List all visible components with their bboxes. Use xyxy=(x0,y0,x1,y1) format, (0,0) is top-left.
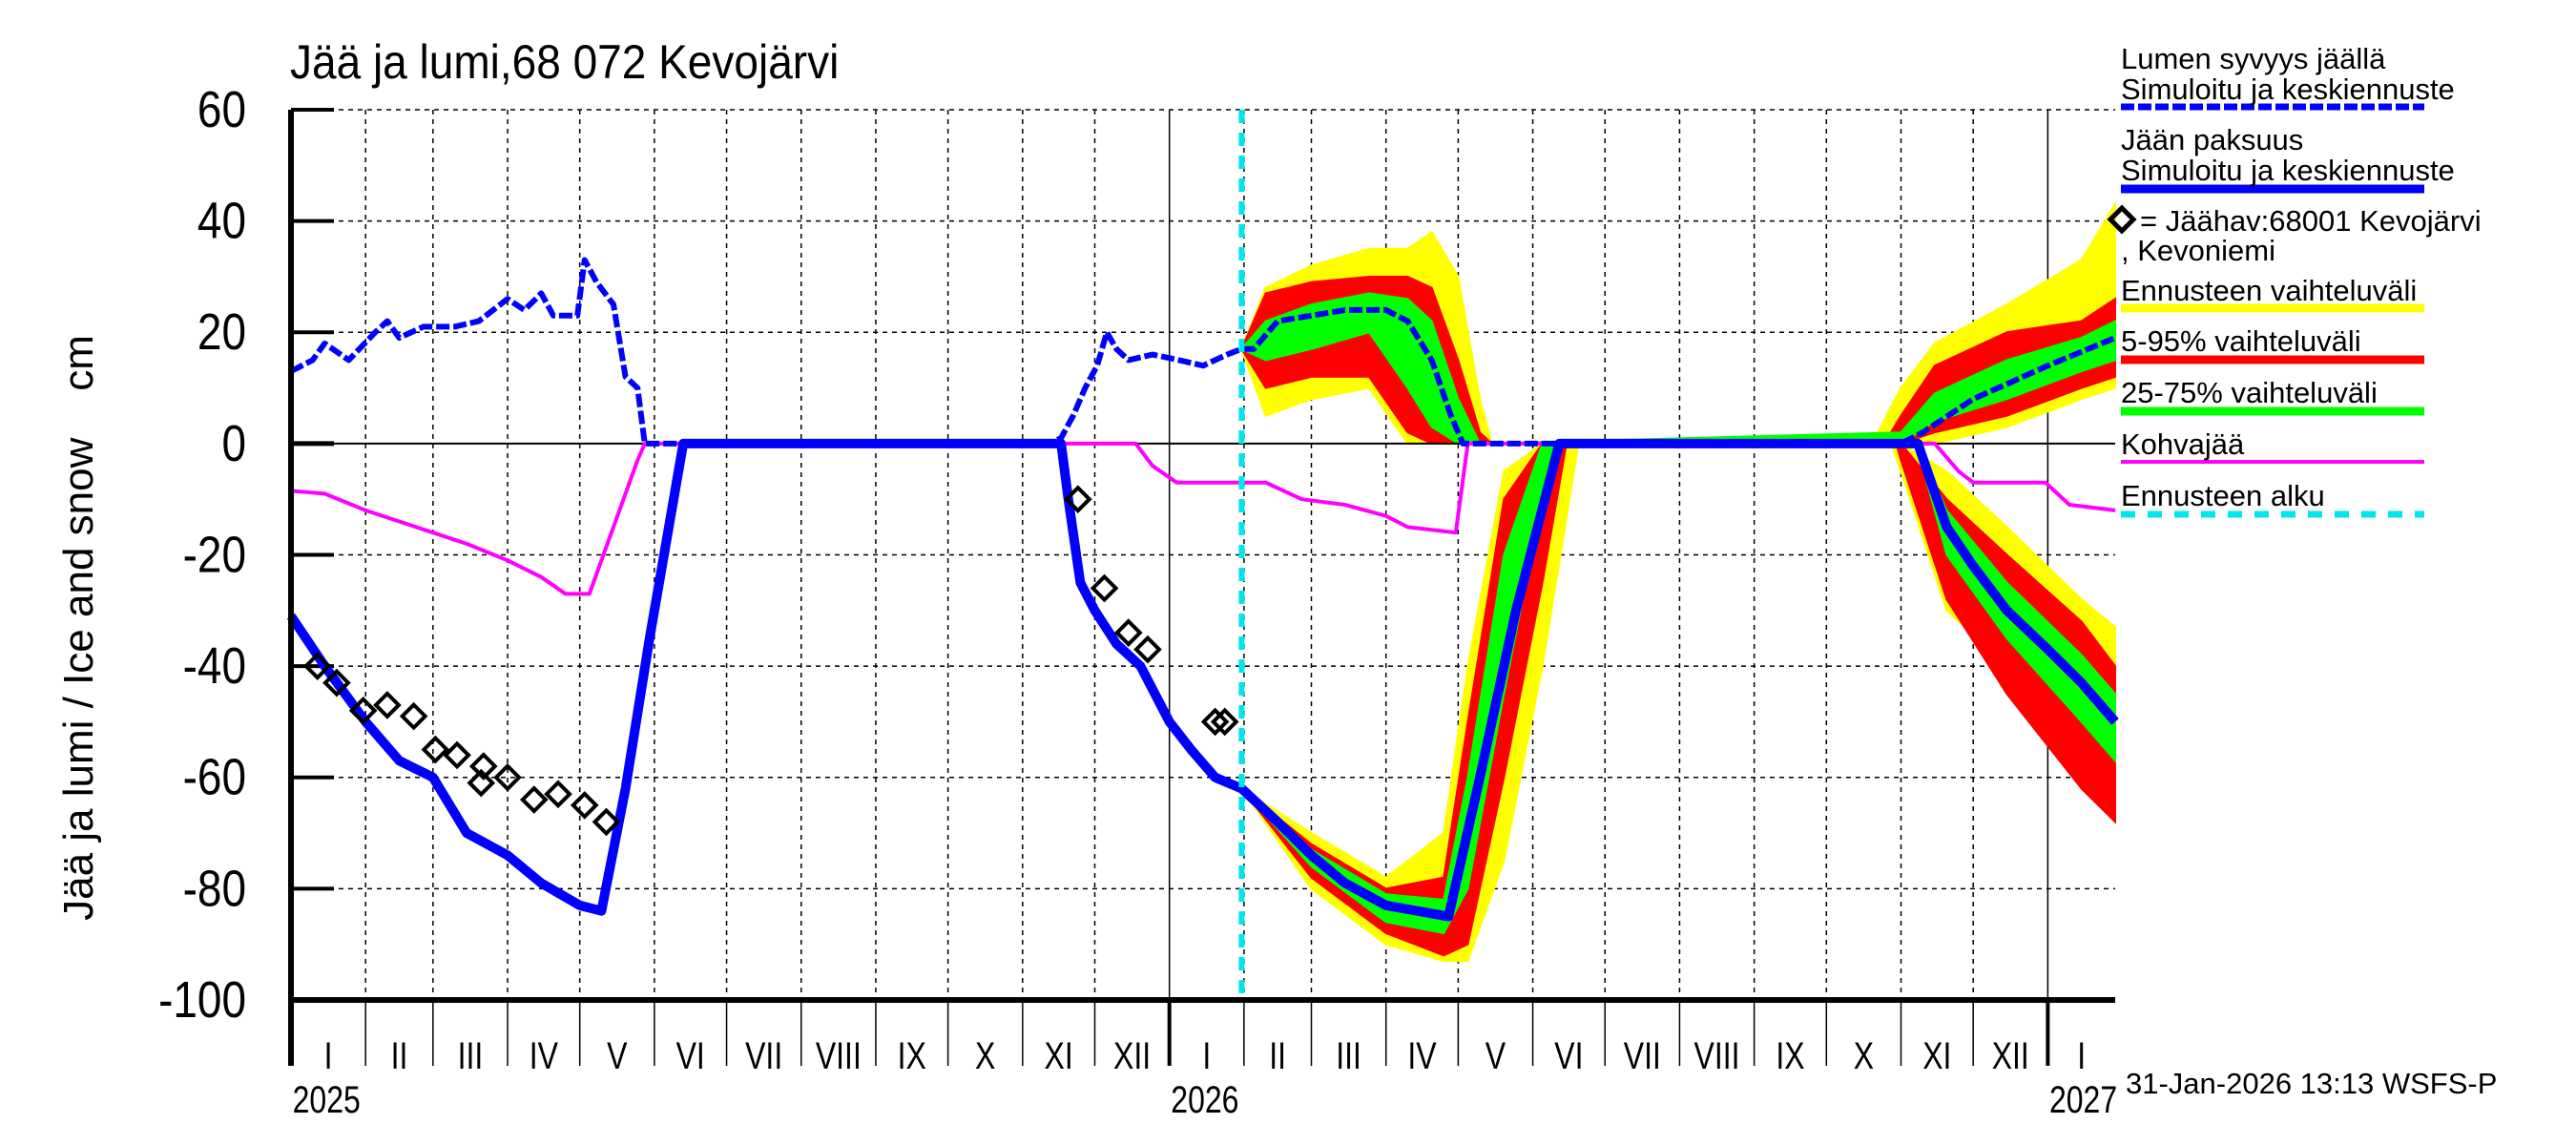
month-label: VI xyxy=(676,1034,705,1077)
y-tick-label: 60 xyxy=(197,81,246,138)
legend-range-25-75: 25-75% vaihteluväli xyxy=(2121,376,2378,409)
y-tick-label: -40 xyxy=(183,637,246,695)
month-label: VII xyxy=(1624,1034,1661,1077)
month-label: V xyxy=(1485,1034,1506,1077)
legend-obs-line1: = Jäähav:68001 Kevojärvi xyxy=(2140,204,2482,238)
observation-marker xyxy=(468,752,498,781)
month-label: I xyxy=(2077,1034,2086,1077)
timestamp: 31-Jan-2026 13:13 WSFS-P xyxy=(2126,1067,2498,1100)
month-label: I xyxy=(1202,1034,1211,1077)
year-label: 2025 xyxy=(293,1078,361,1121)
month-label: X xyxy=(1854,1034,1874,1077)
observation-marker xyxy=(1090,573,1119,603)
month-label: X xyxy=(975,1034,995,1077)
y-tick-label: 20 xyxy=(197,303,246,361)
month-label: II xyxy=(1269,1034,1286,1077)
legend-observation-diamond-icon xyxy=(2107,204,2137,235)
ice-thickness-line xyxy=(286,438,2119,922)
month-label: XI xyxy=(1045,1034,1073,1077)
snow-range-25-75-band xyxy=(1239,292,2116,445)
observation-marker xyxy=(1064,485,1092,514)
chart-title: Jää ja lumi,68 072 Kevojärvi xyxy=(290,35,840,89)
observation-marker xyxy=(373,691,402,719)
month-label: IV xyxy=(530,1034,558,1077)
month-label: VIII xyxy=(816,1034,862,1077)
month-label: III xyxy=(1336,1034,1361,1077)
observation-marker xyxy=(1113,618,1143,647)
observation-marker xyxy=(443,740,471,770)
month-label: I xyxy=(324,1034,333,1077)
month-label: V xyxy=(607,1034,627,1077)
observation-marker xyxy=(592,807,621,837)
observation-marker xyxy=(570,791,599,820)
year-label: 2026 xyxy=(1171,1078,1238,1121)
observation-marker xyxy=(493,762,522,792)
observation-marker xyxy=(399,701,428,731)
legend-range-5-95: 5-95% vaihteluväli xyxy=(2121,324,2361,358)
month-label: IX xyxy=(1776,1034,1804,1077)
y-tick-label: -80 xyxy=(183,860,246,917)
month-label: VIII xyxy=(1694,1034,1740,1077)
slush-ice-line xyxy=(290,441,2116,596)
month-label: IX xyxy=(898,1034,926,1077)
y-tick-label: 40 xyxy=(197,192,246,249)
month-label: III xyxy=(458,1034,484,1077)
observation-marker xyxy=(544,780,572,809)
observation-marker xyxy=(302,652,332,680)
legend-range-full: Ennusteen vaihteluväli xyxy=(2121,274,2418,307)
month-label: II xyxy=(391,1034,408,1077)
month-label: XII xyxy=(1992,1034,2029,1077)
year-label: 2027 xyxy=(2049,1078,2117,1121)
y-tick-label: 0 xyxy=(221,414,246,471)
ice-range-25-75-band xyxy=(1240,442,2116,935)
observation-marker xyxy=(467,768,496,798)
y-tick-label: -60 xyxy=(183,748,246,805)
month-label: XII xyxy=(1113,1034,1151,1077)
y-tick-label: -100 xyxy=(158,971,246,1029)
month-label: VII xyxy=(745,1034,782,1077)
legend-forecast-start: Ennusteen alku xyxy=(2121,479,2325,512)
observation-marker xyxy=(348,696,378,725)
observation-marker xyxy=(1200,707,1230,737)
legend-slush: Kohvajää xyxy=(2121,427,2245,461)
legend-ice-sub: Simuloitu ja keskiennuste xyxy=(2121,154,2455,187)
month-label: XI xyxy=(1922,1034,1951,1077)
observation-marker xyxy=(1133,635,1162,664)
y-tick-label: -20 xyxy=(183,526,246,583)
legend-snow-title: Lumen syvyys jäällä xyxy=(2121,42,2386,75)
legend-ice-title: Jään paksuus xyxy=(2121,123,2304,156)
observation-marker xyxy=(519,785,549,814)
snow-depth-line xyxy=(289,257,2117,447)
observation-marker xyxy=(421,735,450,764)
legend-snow-sub: Simuloitu ja keskiennuste xyxy=(2121,73,2455,106)
legend-obs-line2: , Kevoniemi xyxy=(2121,234,2275,267)
month-label: IV xyxy=(1407,1034,1436,1077)
observation-marker xyxy=(1210,707,1239,737)
month-label: VI xyxy=(1554,1034,1583,1077)
observation-marker xyxy=(322,668,351,697)
